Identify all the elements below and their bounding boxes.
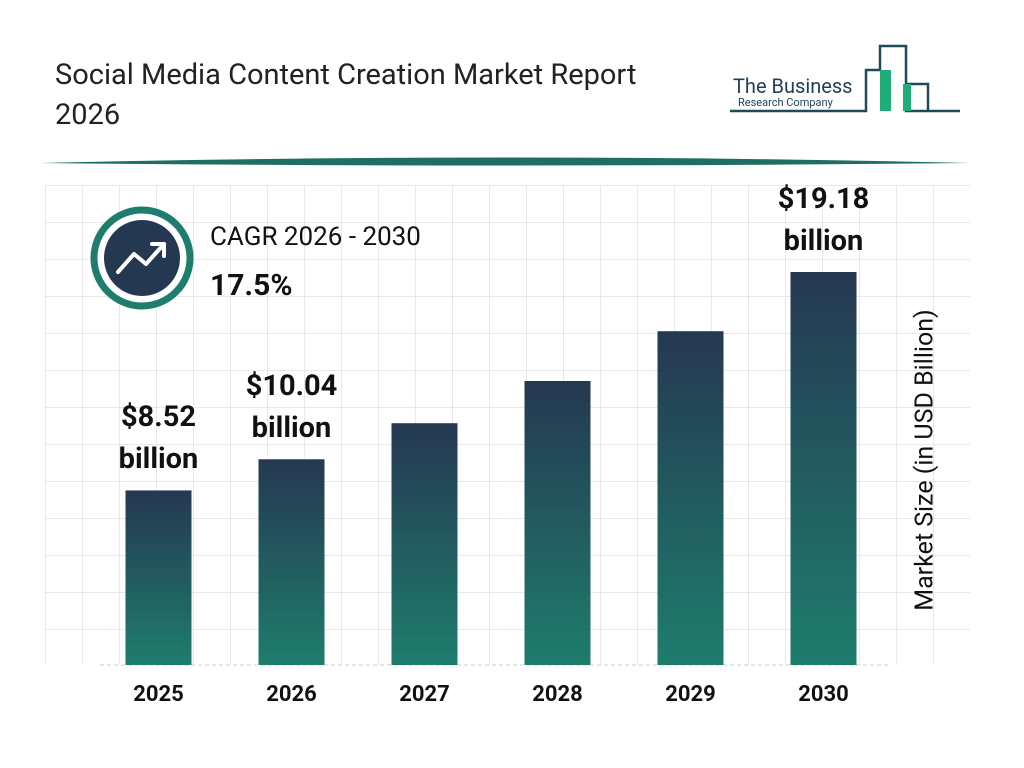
chart-title: Social Media Content Creation Market Rep… — [55, 58, 637, 132]
brand-line: Research Company — [738, 96, 834, 109]
bar — [790, 272, 857, 665]
cagr-icon — [116, 242, 166, 274]
bar — [391, 423, 458, 665]
cagr-icon — [104, 220, 180, 296]
x-tick-label: 2025 — [133, 682, 184, 707]
bar — [657, 331, 724, 665]
cagr-value: 17.5% — [210, 268, 293, 303]
x-tick-label: 2029 — [665, 682, 716, 707]
divider — [40, 157, 970, 166]
x-tick-label: 2028 — [532, 682, 583, 707]
bar — [524, 381, 591, 665]
x-tick-label: 2027 — [399, 682, 450, 707]
logo — [730, 44, 960, 113]
value-label: $19.18 billion — [777, 182, 870, 258]
bar — [258, 459, 325, 665]
x-tick-label: 2026 — [266, 682, 317, 707]
cagr-label: CAGR 2026 - 2030 — [210, 222, 421, 252]
brand-line: The Business — [733, 74, 852, 98]
bar — [125, 490, 192, 665]
value-label: $10.04 billion — [245, 369, 338, 446]
x-tick-label: 2030 — [798, 682, 849, 707]
value-label: $8.52 billion — [118, 400, 199, 477]
y-axis-label: Market Size (in USD Billion) — [910, 309, 940, 611]
